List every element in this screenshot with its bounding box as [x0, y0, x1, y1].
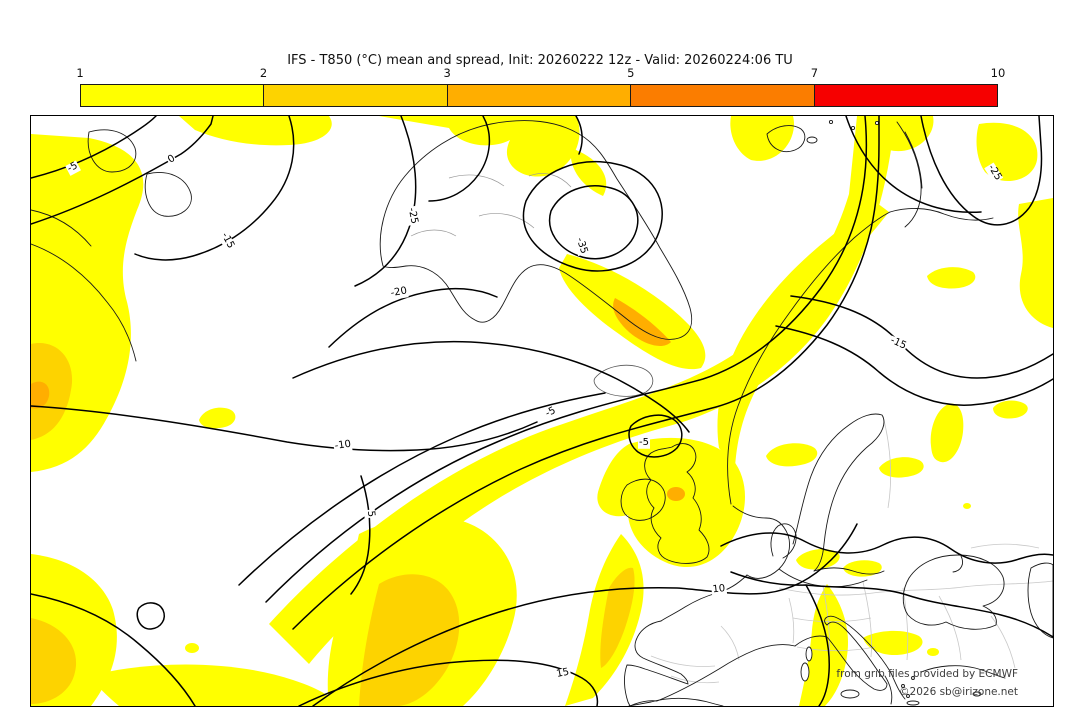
colorbar-segment-2-3: [263, 85, 447, 106]
country-borders: [650, 415, 1053, 684]
colorbar-tick-2: 2: [259, 66, 268, 80]
coastlines: [31, 119, 1053, 706]
attribution-copyright: ©2026 sb@irizone.net: [899, 686, 1018, 698]
map-canvas: [31, 116, 1053, 706]
chart-title: IFS - T850 (°C) mean and spread, Init: 2…: [287, 53, 793, 68]
colorbar: [80, 84, 998, 107]
map-frame: 0 -5 -15 -25 -20 -35 -5 -5 -10 5 10 15 -15 -25: [30, 115, 1054, 707]
attribution-source: from grib files provided by ECMWF: [836, 668, 1018, 680]
colorbar-ticks: 1 2 3 5 7 10: [76, 66, 1005, 81]
colorbar-tick-3: 3: [443, 66, 451, 80]
colorbar-tick-5: 5: [627, 66, 635, 80]
colorbar-tick-10: 10: [990, 66, 1006, 80]
spread-shading-low: [31, 116, 1053, 706]
mean-contours: [31, 116, 1053, 706]
colorbar-tick-7: 7: [810, 66, 819, 80]
colorbar-segment-5-7: [630, 85, 814, 106]
colorbar-tick-1: 1: [76, 66, 84, 80]
colorbar-segment-7-10: [813, 85, 998, 106]
spread-shading-mid: [31, 343, 635, 706]
colorbar-segment-1-2: [81, 85, 264, 106]
spread-shading-high: [31, 298, 685, 501]
colorbar-segment-3-5: [446, 85, 631, 106]
colorbar-gradient: [80, 84, 998, 107]
